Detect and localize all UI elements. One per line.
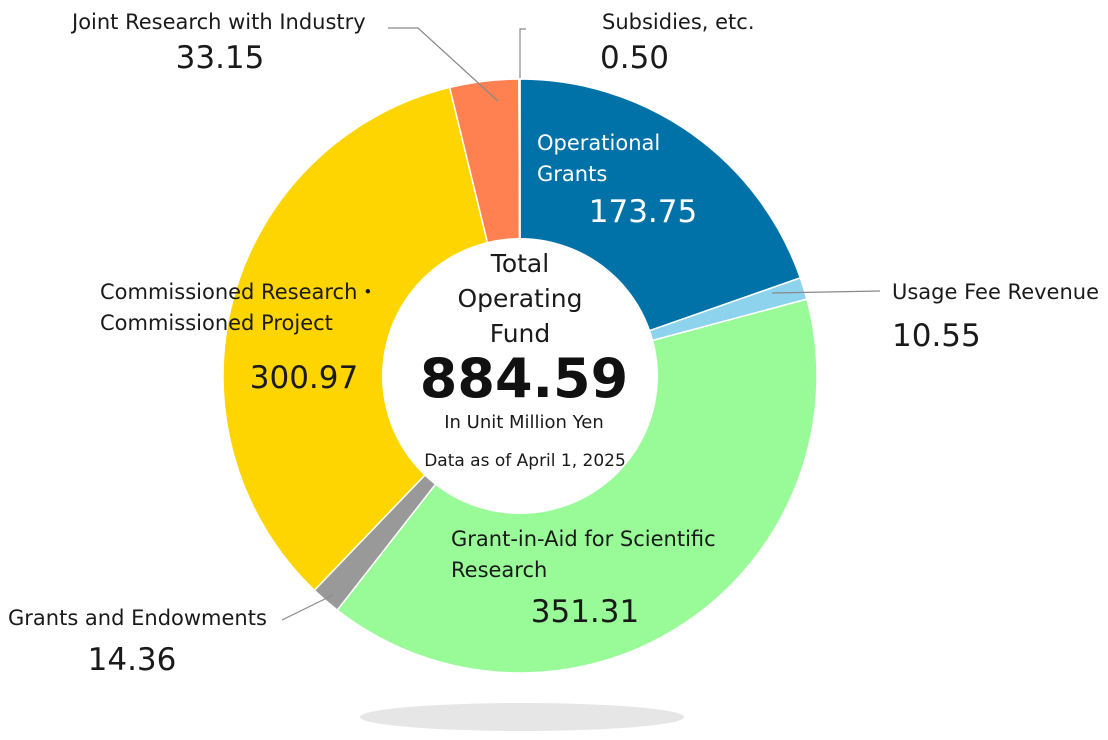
- center-label: Total Operating Fund 884.59 In Unit Mill…: [420, 249, 628, 471]
- slice-label-commissioned_research-line-1: Commissioned Research・: [100, 280, 378, 304]
- slice-label-grants_and_endowments-line-1: Grants and Endowments: [8, 606, 267, 630]
- chart-shadow: [360, 703, 684, 731]
- center-date-note: Data as of April 1, 2025: [424, 451, 626, 471]
- slice-label-operational_grants-line-2: Grants: [537, 162, 607, 186]
- center-title-line-3: Fund: [490, 319, 551, 348]
- slice-label-grant_in_aid-line-2: Research: [451, 558, 547, 582]
- slice-value-grant_in_aid: 351.31: [531, 594, 639, 630]
- leader-line-usage_fee_revenue: [771, 290, 881, 294]
- slice-label-subsidies-line-1: Subsidies, etc.: [602, 10, 755, 34]
- leader-line-subsidies: [519, 28, 526, 78]
- leader-lines: [281, 27, 881, 621]
- slice-value-grants_and_endowments: 14.36: [88, 642, 177, 678]
- slice-value-joint_research_industry: 33.15: [176, 40, 265, 76]
- center-title-line-1: Total: [490, 249, 549, 278]
- slice-value-operational_grants: 173.75: [589, 194, 697, 230]
- center-unit: In Unit Million Yen: [444, 412, 604, 433]
- slice-value-commissioned_research: 300.97: [250, 360, 358, 396]
- leader-line-joint_research_industry: [388, 27, 499, 102]
- center-total: 884.59: [420, 347, 628, 410]
- slice-label-usage_fee_revenue-line-1: Usage Fee Revenue: [892, 280, 1099, 304]
- slice-label-grant_in_aid-line-1: Grant-in-Aid for Scientific: [451, 527, 716, 551]
- slice-value-subsidies: 0.50: [600, 40, 669, 76]
- slice-subsidies: [518, 78, 521, 377]
- leader-line-grants_and_endowments: [281, 594, 334, 621]
- slice-commissioned_research: [222, 86, 521, 592]
- center-title-line-2: Operating: [458, 284, 583, 313]
- slice-label-commissioned_research-line-2: Commissioned Project: [100, 311, 333, 335]
- donut-hole: [382, 238, 658, 514]
- slice-label-operational_grants-line-1: Operational: [537, 131, 660, 155]
- slice-labels: Operational Grants 173.75 Usage Fee Revenue…: [8, 10, 1099, 678]
- slice-label-joint_research_industry-line-1: Joint Research with Industry: [70, 10, 366, 34]
- slice-value-usage_fee_revenue: 10.55: [892, 318, 981, 354]
